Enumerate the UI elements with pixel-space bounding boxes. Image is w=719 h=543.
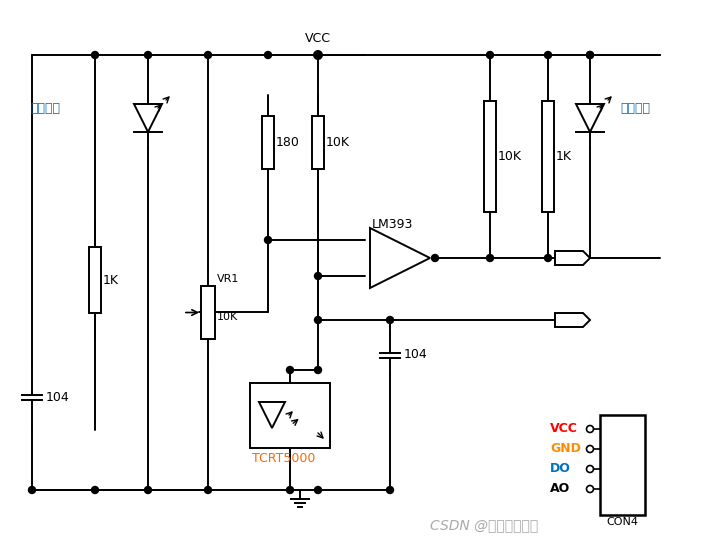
Text: 1K: 1K — [103, 274, 119, 287]
Bar — [312, 116, 324, 169]
Circle shape — [314, 367, 321, 374]
Circle shape — [387, 317, 393, 324]
Bar — [201, 286, 215, 339]
Circle shape — [91, 487, 99, 494]
Bar — [542, 100, 554, 212]
Bar — [600, 415, 645, 515]
Text: 10K: 10K — [498, 150, 522, 163]
Text: 10K: 10K — [326, 136, 350, 149]
Circle shape — [314, 52, 321, 59]
Circle shape — [387, 487, 393, 494]
Circle shape — [286, 367, 293, 374]
Circle shape — [265, 52, 272, 59]
Text: TCRT5000: TCRT5000 — [252, 452, 316, 465]
Text: 1: 1 — [618, 422, 626, 435]
Text: VCC: VCC — [550, 422, 578, 435]
Text: CON4: CON4 — [607, 517, 638, 527]
Circle shape — [29, 487, 35, 494]
Text: 180: 180 — [276, 136, 300, 149]
Circle shape — [314, 317, 321, 324]
Text: DO: DO — [559, 251, 580, 264]
Text: +: + — [374, 239, 386, 253]
Circle shape — [204, 487, 211, 494]
Circle shape — [145, 487, 152, 494]
Text: −: − — [374, 263, 386, 277]
Text: AO: AO — [559, 313, 579, 326]
Text: VCC: VCC — [305, 32, 331, 45]
Text: 104: 104 — [46, 391, 70, 404]
Text: GND: GND — [550, 443, 581, 456]
Text: VR1: VR1 — [217, 274, 239, 285]
Text: 电源指示: 电源指示 — [30, 102, 60, 115]
Text: 104: 104 — [404, 349, 428, 362]
Circle shape — [91, 52, 99, 59]
Bar — [484, 100, 496, 212]
Circle shape — [544, 255, 551, 262]
Text: DO: DO — [550, 463, 571, 476]
Text: CSDN @晟佳未来电子: CSDN @晟佳未来电子 — [430, 518, 539, 532]
Circle shape — [314, 487, 321, 494]
Circle shape — [431, 255, 439, 262]
Circle shape — [587, 52, 593, 59]
Polygon shape — [370, 228, 430, 288]
Circle shape — [265, 237, 272, 243]
Circle shape — [286, 487, 293, 494]
Circle shape — [145, 52, 152, 59]
Circle shape — [487, 52, 493, 59]
Bar — [250, 382, 330, 447]
Circle shape — [544, 52, 551, 59]
Polygon shape — [555, 251, 590, 265]
Text: 3: 3 — [618, 463, 626, 476]
Polygon shape — [555, 313, 590, 327]
Bar — [89, 247, 101, 313]
Circle shape — [587, 52, 593, 59]
Circle shape — [314, 273, 321, 280]
Circle shape — [204, 52, 211, 59]
Text: 开关指示: 开关指示 — [620, 102, 650, 115]
Text: LM393: LM393 — [372, 218, 413, 231]
Text: 10K: 10K — [217, 312, 238, 321]
Text: 2: 2 — [618, 443, 626, 456]
Text: AO: AO — [550, 483, 570, 496]
Bar — [262, 116, 274, 169]
Circle shape — [487, 255, 493, 262]
Text: 1K: 1K — [556, 150, 572, 163]
